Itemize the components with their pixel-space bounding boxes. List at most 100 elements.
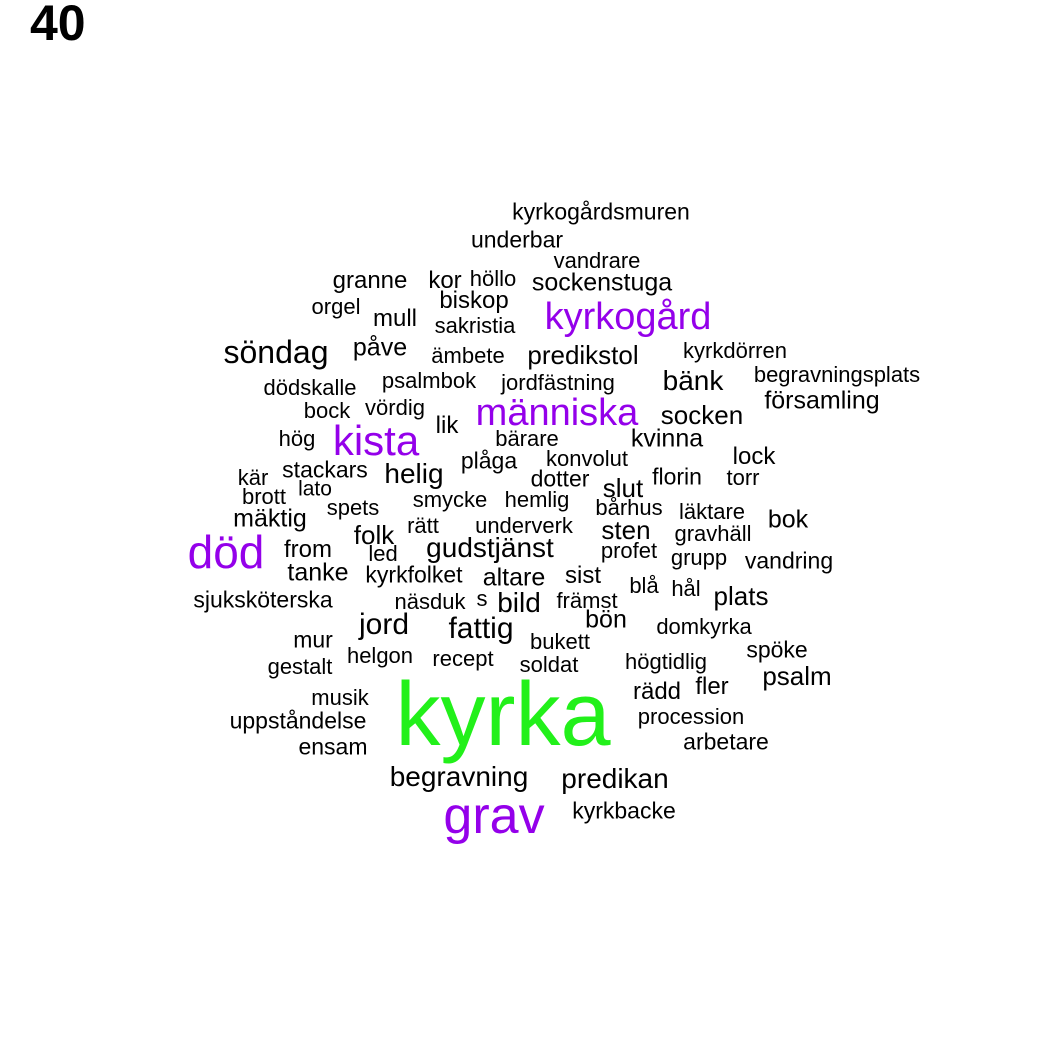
word-florin: florin [652, 463, 702, 490]
word-tanke: tanke [287, 558, 349, 587]
word-kyrkfolket: kyrkfolket [365, 561, 463, 588]
word-fattig: fattig [448, 612, 514, 645]
word-plaga: plåga [460, 447, 518, 474]
word-folk: folk [353, 520, 395, 550]
word-dod: död [187, 526, 265, 578]
word-nasduk: näsduk [394, 589, 466, 614]
word-kyrkogard: kyrkogård [544, 296, 712, 338]
word-musik: musik [311, 685, 369, 710]
word-hogtidlig: högtidlig [625, 649, 707, 674]
word-psalm: psalm [762, 661, 832, 691]
word-bon: bön [585, 605, 627, 634]
word-ratt: rätt [407, 513, 439, 538]
word-underverk: underverk [475, 513, 573, 538]
word-kista: kista [332, 417, 420, 464]
word-hollo: höllo [469, 266, 517, 291]
word-bild: bild [497, 587, 541, 618]
word-arbetare: arbetare [683, 728, 769, 755]
word-brott: brott [241, 484, 287, 509]
word-led: led [368, 541, 398, 566]
word-manniska: människa [475, 392, 639, 434]
word-domkyrka: domkyrka [656, 614, 752, 639]
word-kyrka: kyrka [395, 665, 611, 765]
word-lock: lock [732, 443, 776, 470]
word-spets: spets [326, 495, 380, 520]
word-jordfastning: jordfästning [501, 370, 615, 395]
word-gudstjanst: gudstjänst [426, 532, 554, 563]
word-forsamling: församling [764, 386, 880, 415]
word-kyrkogardsmuren: kyrkogårdsmuren [512, 198, 690, 225]
word-jord: jord [358, 608, 410, 641]
word-profet: profet [600, 538, 658, 563]
word-maktig: mäktig [233, 504, 307, 533]
word-hog: hög [278, 426, 316, 451]
word-granne: granne [332, 267, 408, 294]
word-begravning: begravning [389, 761, 529, 792]
word-soldat: soldat [519, 652, 579, 677]
word-hal: hål [671, 576, 701, 601]
word-kyrkbacke: kyrkbacke [572, 797, 676, 824]
word-slut: slut [602, 473, 644, 503]
word-helig: helig [384, 458, 444, 489]
word-socken: socken [660, 400, 744, 430]
word-recept: recept [432, 646, 494, 671]
word-framst: främst [556, 588, 618, 613]
word-ensam: ensam [298, 733, 368, 760]
word-barare: bärare [495, 426, 559, 451]
word-barhus: bårhus [595, 495, 663, 520]
word-gravhall: gravhäll [674, 521, 752, 546]
word-grupp: grupp [670, 545, 728, 570]
word-predikstol: predikstol [527, 340, 639, 370]
word-predikan: predikan [561, 763, 669, 794]
word-procession: procession [637, 704, 745, 729]
word-dodskalle: dödskalle [263, 375, 357, 400]
word-dotter: dotter [530, 465, 590, 492]
word-plats: plats [713, 581, 769, 611]
word-pave: påve [352, 333, 408, 362]
word-konvolut: konvolut [546, 446, 628, 471]
word-fler: fler [695, 673, 729, 700]
word-smycke: smycke [412, 487, 488, 512]
word-kyrkdorren: kyrkdörren [683, 338, 787, 363]
word-kvinna: kvinna [630, 424, 704, 453]
word-vandring: vandring [744, 547, 834, 574]
word-bok: bok [767, 505, 809, 534]
word-altare: altare [482, 563, 546, 592]
word-bank: bänk [662, 365, 724, 396]
word-uppstandelse: uppståndelse [229, 707, 367, 734]
word-vordig: vördig [365, 395, 425, 420]
word-grav: grav [443, 787, 545, 845]
word-psalmbok: psalmbok [381, 368, 477, 393]
panel-number: 40 [30, 0, 86, 51]
word-sten: sten [601, 515, 651, 545]
word-mull: mull [372, 305, 418, 332]
word-orgel: orgel [311, 294, 361, 319]
word-s: s [476, 586, 488, 611]
word-begravningsplats: begravningsplats [753, 362, 921, 387]
word-vandrare: vandrare [553, 248, 641, 273]
word-lik: lik [435, 412, 459, 439]
word-bla: blå [629, 573, 659, 598]
word-underbar: underbar [470, 226, 564, 253]
word-kar: kär [237, 465, 269, 490]
word-from: from [284, 536, 332, 563]
word-hemlig: hemlig [504, 487, 570, 512]
word-sjukskoterska: sjuksköterska [193, 586, 333, 613]
word-sockenstuga: sockenstuga [531, 268, 673, 297]
word-biskop: biskop [439, 287, 509, 314]
word-sakristia: sakristia [434, 313, 516, 338]
word-mur: mur [293, 626, 333, 653]
word-stackars: stackars [282, 456, 368, 483]
word-kor: kor [428, 267, 462, 294]
word-radd: rädd [632, 678, 682, 705]
word-gestalt: gestalt [267, 654, 333, 679]
word-bukett: bukett [530, 629, 590, 654]
word-laktare: läktare [678, 499, 746, 524]
word-bock: bock [303, 398, 351, 423]
word-ambete: ämbete [431, 343, 505, 368]
word-spoke: spöke [746, 636, 808, 663]
word-sondag: söndag [223, 334, 329, 370]
word-torr: torr [726, 465, 760, 490]
word-sist: sist [565, 562, 601, 589]
